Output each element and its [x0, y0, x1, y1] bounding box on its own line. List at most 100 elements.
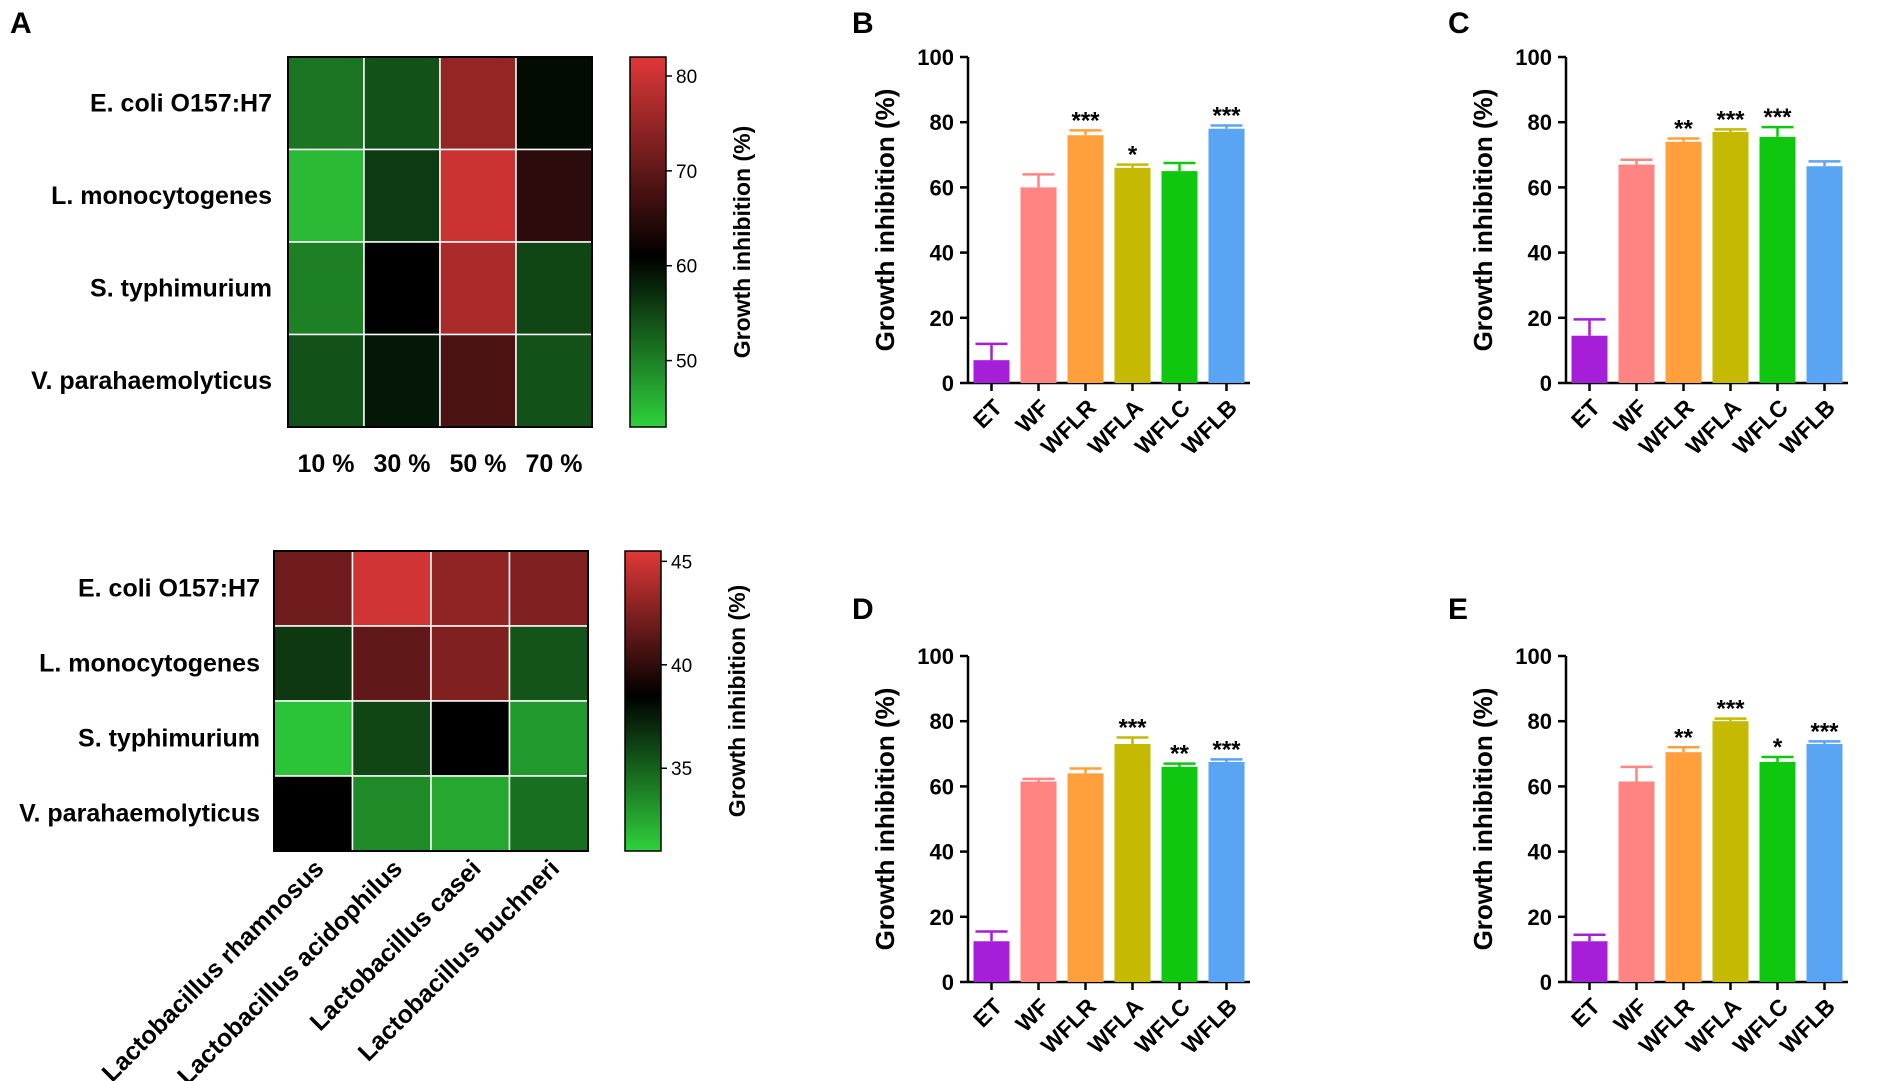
significance-label: ** [1170, 741, 1189, 768]
heatmap-cell [363, 333, 441, 428]
bar [1114, 167, 1151, 383]
heatmap-row-label: L. monocytogenes [39, 650, 260, 678]
bar [1161, 171, 1198, 383]
x-tick-label: WFLB [1177, 993, 1242, 1058]
x-tick-label: WFLB [1177, 394, 1242, 459]
significance-label: * [1128, 142, 1138, 169]
heatmap-cell [508, 625, 589, 702]
y-tick-label: 40 [930, 241, 954, 266]
colorbar-tick-label: 50 [676, 352, 697, 373]
heatmap-cell [287, 241, 365, 336]
heatmap-concentration: A E. coli O157:H7 L. monocytogenes S. typhi… [10, 7, 755, 478]
y-tick-label: 0 [942, 970, 954, 995]
y-tick-label: 40 [930, 840, 954, 865]
panel-label: E [1448, 593, 1468, 626]
heatmap-col-label: 70 % [526, 450, 583, 478]
y-tick-label: 80 [930, 110, 954, 135]
heatmap-cell [363, 148, 441, 243]
y-tick-label: 20 [1528, 306, 1552, 331]
colorbar-tick-label: 70 [676, 162, 697, 183]
colorbar-tick-label: 45 [671, 552, 692, 573]
significance-label: *** [1212, 736, 1241, 763]
y-tick-label: 60 [1528, 175, 1552, 200]
panel-label: C [1448, 7, 1470, 40]
y-tick-label: 80 [1528, 110, 1552, 135]
y-tick-label: 40 [1528, 241, 1552, 266]
bar [1759, 136, 1796, 383]
y-tick-label: 60 [930, 175, 954, 200]
bar [1571, 335, 1608, 383]
bar [1020, 781, 1057, 982]
heatmap-cell [363, 56, 441, 151]
y-axis-label: Growth inhibition (%) [1468, 89, 1498, 352]
significance-label: *** [1763, 104, 1792, 131]
bar [1759, 761, 1796, 982]
y-tick-label: 40 [1528, 840, 1552, 865]
heatmap-row-label: E. coli O157:H7 [90, 89, 272, 117]
y-tick-label: 20 [930, 905, 954, 930]
heatmap-cell [508, 700, 589, 777]
bar [1665, 141, 1702, 383]
x-tick-label: WFLB [1775, 394, 1840, 459]
heatmap-cell [439, 148, 517, 243]
heatmap-cell [351, 550, 432, 627]
y-tick-label: 100 [1515, 644, 1552, 669]
heatmap-cell [439, 56, 517, 151]
heatmap-cell [287, 148, 365, 243]
significance-label: ** [1674, 116, 1693, 143]
significance-label: *** [1716, 106, 1745, 133]
heatmap-cell [351, 625, 432, 702]
heatmap-row-label: E. coli O157:H7 [78, 575, 260, 603]
bar [1020, 187, 1057, 383]
colorbar-label: Growth inhibition (%) [724, 585, 750, 818]
heatmap-frame [273, 550, 589, 852]
bar [1208, 761, 1245, 982]
y-tick-label: 100 [1515, 45, 1552, 70]
heatmap-cell [273, 625, 354, 702]
heatmap-col-label: 30 % [374, 450, 431, 478]
y-tick-label: 0 [942, 371, 954, 396]
bar [1806, 166, 1843, 383]
bar [1571, 941, 1608, 982]
heatmap-col-label: 10 % [298, 450, 355, 478]
heatmap-cell [430, 775, 511, 852]
y-tick-label: 20 [930, 306, 954, 331]
heatmap-cell [273, 550, 354, 627]
y-tick-label: 0 [1540, 970, 1552, 995]
x-tick-label: ET [968, 993, 1007, 1032]
heatmap-cell [508, 775, 589, 852]
heatmap-cell [287, 56, 365, 151]
colorbar-tick-label: 60 [676, 257, 697, 278]
colorbar-tick-label: 80 [676, 67, 697, 88]
heatmap-cell [430, 700, 511, 777]
bar [1161, 766, 1198, 982]
heatmap-row-label: S. typhimurium [90, 274, 272, 302]
bar [1067, 773, 1104, 982]
heatmap-cell [273, 775, 354, 852]
heatmap-cell [351, 700, 432, 777]
significance-label: *** [1118, 715, 1147, 742]
bar [1665, 752, 1702, 982]
bar [1067, 135, 1104, 383]
heatmap-strain: E. coli O157:H7 L. monocytogenes S. typhim… [19, 550, 750, 1081]
y-tick-label: 80 [1528, 709, 1552, 734]
x-tick-label: ET [1566, 993, 1605, 1032]
heatmap-frame [287, 56, 593, 428]
heatmap-cell [430, 550, 511, 627]
heatmap-row-label: V. parahaemolyticus [31, 367, 272, 395]
y-tick-label: 80 [930, 709, 954, 734]
heatmap-cell [508, 550, 589, 627]
heatmap-row-label: S. typhimurium [78, 725, 260, 753]
heatmap-cell [273, 700, 354, 777]
significance-label: *** [1212, 102, 1241, 129]
heatmap-cell [515, 241, 593, 336]
y-axis-label: Growth inhibition (%) [870, 89, 900, 352]
colorbar-tick-label: 35 [671, 759, 692, 780]
x-tick-label: WFLB [1775, 993, 1840, 1058]
y-tick-label: 0 [1540, 371, 1552, 396]
heatmap-cell [363, 241, 441, 336]
